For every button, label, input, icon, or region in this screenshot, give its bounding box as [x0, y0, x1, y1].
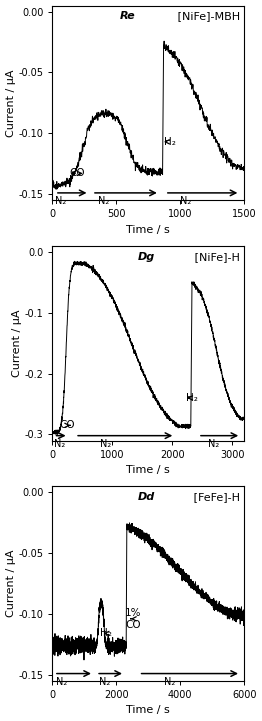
Text: N₂: N₂	[164, 677, 176, 687]
X-axis label: Time / s: Time / s	[126, 225, 170, 235]
Text: N₂: N₂	[56, 677, 67, 687]
X-axis label: Time / s: Time / s	[126, 465, 170, 475]
Text: Re: Re	[120, 12, 136, 22]
Y-axis label: Current / μA: Current / μA	[12, 309, 22, 377]
Text: [FeFe]-H: [FeFe]-H	[190, 492, 240, 502]
Text: CO: CO	[69, 169, 85, 178]
Text: N₂: N₂	[55, 196, 66, 206]
Text: N₂: N₂	[99, 677, 110, 687]
Y-axis label: Current / μA: Current / μA	[6, 550, 15, 617]
Text: N₂: N₂	[100, 439, 112, 449]
Text: N₂: N₂	[208, 439, 219, 449]
Text: H₂: H₂	[163, 137, 176, 147]
Text: H₂: H₂	[100, 629, 112, 638]
Text: N₂: N₂	[180, 196, 192, 206]
Text: Dd: Dd	[138, 492, 155, 502]
Text: [NiFe]-H: [NiFe]-H	[192, 252, 240, 262]
Text: N₂: N₂	[99, 196, 110, 206]
Text: Dg: Dg	[138, 252, 155, 262]
X-axis label: Time / s: Time / s	[126, 705, 170, 715]
Text: N₂: N₂	[53, 439, 65, 449]
Text: [NiFe]-MBH: [NiFe]-MBH	[174, 12, 240, 22]
Text: 1%
CO: 1% CO	[125, 608, 142, 629]
Text: H₂: H₂	[186, 393, 198, 403]
Text: CO: CO	[59, 420, 75, 430]
Y-axis label: Current / μA: Current / μA	[6, 69, 15, 136]
